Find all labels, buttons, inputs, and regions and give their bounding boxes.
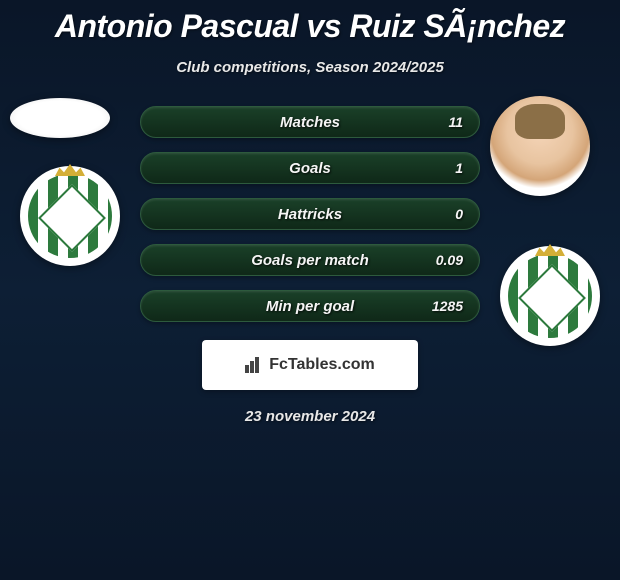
player-left-avatar [10,98,110,138]
stat-row: Matches 11 [140,106,480,138]
player-right-avatar [490,96,590,196]
stat-row: Min per goal 1285 [140,290,480,322]
brand-box[interactable]: FcTables.com [202,340,418,390]
stats-area: Matches 11 Goals 1 Hattricks 0 [0,106,620,322]
club-badge-icon [500,246,600,346]
crown-icon [535,244,565,256]
main-container: Antonio Pascual vs Ruiz SÃ¡nchez Club co… [0,0,620,433]
brand-label: FcTables.com [269,356,375,374]
date-text: 23 november 2024 [245,408,375,425]
stat-label: Matches [280,114,340,131]
stat-row: Goals 1 [140,152,480,184]
stat-value-right: 0 [423,206,463,222]
stat-label: Min per goal [266,298,354,315]
page-subtitle: Club competitions, Season 2024/2025 [176,59,444,76]
club-right-badge [500,246,600,346]
stat-value-right: 0.09 [423,252,463,268]
stat-value-right: 1 [423,160,463,176]
stat-value-right: 11 [423,114,463,130]
stat-label: Hattricks [278,206,342,223]
club-badge-icon [20,166,120,266]
page-title: Antonio Pascual vs Ruiz SÃ¡nchez [55,8,565,45]
brand-text: FcTables.com [245,356,375,374]
crown-icon [55,164,85,176]
stat-label: Goals per match [251,252,369,269]
stat-rows: Matches 11 Goals 1 Hattricks 0 [140,106,480,322]
stat-label: Goals [289,160,331,177]
stat-value-right: 1285 [423,298,463,314]
chart-icon [245,357,265,373]
club-left-badge [20,166,120,266]
stat-row: Hattricks 0 [140,198,480,230]
stat-row: Goals per match 0.09 [140,244,480,276]
